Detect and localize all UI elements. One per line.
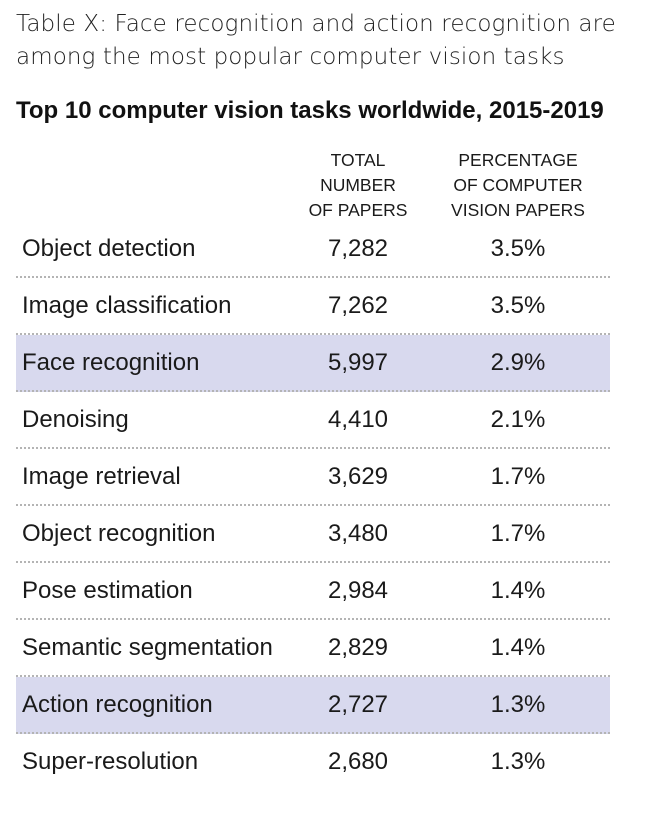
column-header-line: OF COMPUTER bbox=[453, 175, 583, 195]
task-cell: Denoising bbox=[22, 406, 129, 433]
percentage-cell: 1.3% bbox=[490, 748, 546, 775]
table-caption: Table X: Face recognition and action rec… bbox=[16, 11, 616, 70]
percentage-cell: 1.7% bbox=[490, 463, 546, 490]
papers-cell: 2,727 bbox=[327, 691, 389, 718]
task-cell: Pose estimation bbox=[22, 577, 193, 604]
task-cell: Image retrieval bbox=[22, 463, 181, 490]
column-header-percentage: PERCENTAGE OF COMPUTER VISION PAPERS bbox=[436, 148, 600, 223]
task-cell: Action recognition bbox=[22, 691, 213, 718]
percentage-cell: 3.5% bbox=[490, 292, 546, 319]
task-cell: Super-resolution bbox=[22, 748, 199, 775]
task-cell: Object detection bbox=[22, 235, 196, 262]
papers-cell: 7,262 bbox=[327, 292, 389, 319]
table-row: Image classification 7,262 3.5% bbox=[16, 278, 610, 335]
task-cell: Semantic segmentation bbox=[22, 634, 273, 661]
percentage-cell: 1.4% bbox=[490, 634, 546, 661]
papers-cell: 4,410 bbox=[327, 406, 389, 433]
data-table: Object detection 7,282 3.5% Image classific… bbox=[16, 221, 610, 791]
papers-cell: 2,680 bbox=[327, 748, 389, 775]
column-header-line: TOTAL bbox=[330, 150, 386, 170]
task-cell: Face recognition bbox=[22, 349, 200, 376]
percentage-cell: 1.4% bbox=[490, 577, 546, 604]
papers-cell: 2,829 bbox=[327, 634, 389, 661]
percentage-cell: 2.9% bbox=[490, 349, 546, 376]
column-header-line: NUMBER bbox=[320, 175, 396, 195]
percentage-cell: 2.1% bbox=[490, 406, 546, 433]
table-title: Top 10 computer vision tasks worldwide, … bbox=[16, 97, 604, 124]
papers-cell: 7,282 bbox=[327, 235, 389, 262]
column-header-line: PERCENTAGE bbox=[458, 150, 578, 170]
table-row: Semantic segmentation 2,829 1.4% bbox=[16, 620, 610, 677]
percentage-cell: 1.7% bbox=[490, 520, 546, 547]
table-row: Face recognition 5,997 2.9% bbox=[16, 335, 610, 392]
table-row: Pose estimation 2,984 1.4% bbox=[16, 563, 610, 620]
table-row: Object recognition 3,480 1.7% bbox=[16, 506, 610, 563]
column-header-line: VISION PAPERS bbox=[451, 200, 585, 220]
column-header-line: OF PAPERS bbox=[308, 200, 408, 220]
papers-cell: 3,480 bbox=[327, 520, 389, 547]
papers-cell: 5,997 bbox=[327, 349, 389, 376]
percentage-cell: 1.3% bbox=[490, 691, 546, 718]
task-cell: Image classification bbox=[22, 292, 232, 319]
papers-cell: 3,629 bbox=[327, 463, 389, 490]
column-header-total-papers: TOTAL NUMBER OF PAPERS bbox=[300, 148, 416, 223]
table-row: Image retrieval 3,629 1.7% bbox=[16, 449, 610, 506]
table-row: Denoising 4,410 2.1% bbox=[16, 392, 610, 449]
percentage-cell: 3.5% bbox=[490, 235, 546, 262]
table-row: Action recognition 2,727 1.3% bbox=[16, 677, 610, 734]
table-row: Super-resolution 2,680 1.3% bbox=[16, 734, 610, 791]
table-row: Object detection 7,282 3.5% bbox=[16, 221, 610, 278]
task-cell: Object recognition bbox=[22, 520, 216, 547]
papers-cell: 2,984 bbox=[327, 577, 389, 604]
